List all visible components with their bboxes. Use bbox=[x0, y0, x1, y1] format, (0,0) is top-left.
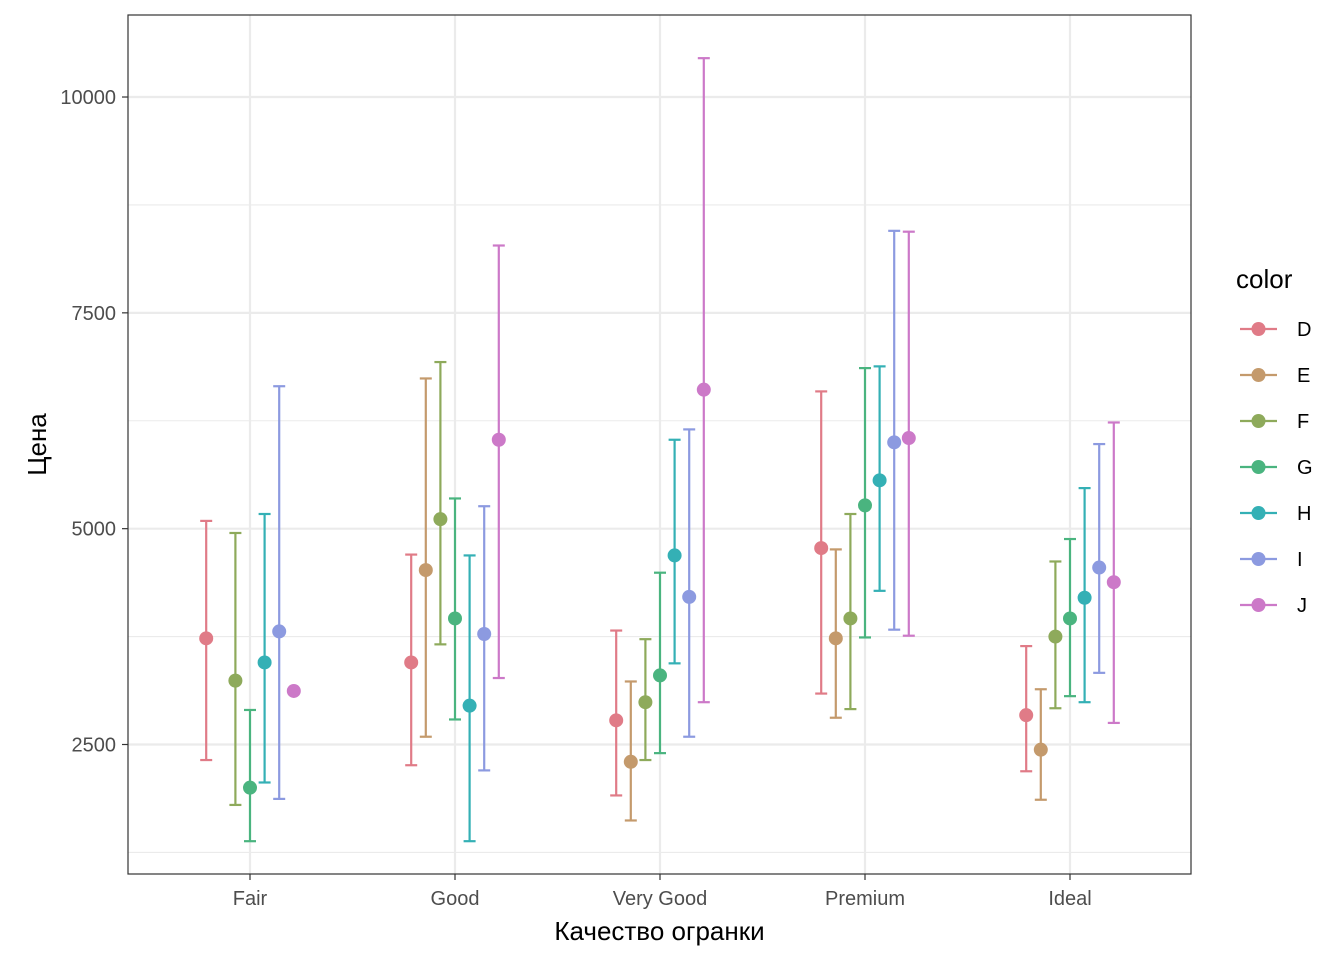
legend-item-G: G bbox=[1240, 457, 1313, 479]
point-D bbox=[199, 631, 214, 646]
legend-item-I: I bbox=[1240, 549, 1303, 571]
point-J bbox=[901, 431, 916, 446]
x-axis-title: Качество огранки bbox=[554, 916, 764, 946]
legend-key-point bbox=[1251, 506, 1266, 520]
point-H bbox=[1077, 590, 1092, 605]
legend-key-point bbox=[1251, 460, 1266, 474]
y-tick-label: 10000 bbox=[60, 87, 116, 109]
point-G bbox=[858, 498, 872, 513]
point-J bbox=[696, 382, 711, 397]
y-tick-label: 5000 bbox=[72, 519, 117, 541]
point-E bbox=[418, 563, 433, 578]
point-E bbox=[828, 631, 843, 646]
point-H bbox=[667, 548, 682, 563]
point-H bbox=[462, 698, 477, 713]
legend-item-J: J bbox=[1240, 595, 1307, 617]
legend-label: J bbox=[1297, 595, 1307, 617]
legend-key-point bbox=[1251, 414, 1266, 428]
legend-key-point bbox=[1251, 598, 1266, 612]
point-D bbox=[1019, 708, 1034, 723]
point-J bbox=[1106, 575, 1121, 590]
point-I bbox=[272, 624, 287, 639]
point-I bbox=[1092, 560, 1107, 575]
point-E bbox=[1033, 742, 1048, 757]
x-tick-label: Ideal bbox=[1048, 888, 1091, 910]
point-E bbox=[623, 754, 638, 769]
series-G bbox=[243, 366, 1077, 843]
point-F bbox=[433, 512, 448, 527]
series-I bbox=[272, 229, 1107, 800]
point-D bbox=[404, 655, 419, 670]
legend-key-point bbox=[1251, 552, 1266, 566]
x-tick-label: Good bbox=[431, 888, 480, 910]
x-tick-label: Fair bbox=[233, 888, 268, 910]
legend-title: color bbox=[1236, 264, 1293, 294]
chart-marks bbox=[199, 57, 1121, 843]
point-F bbox=[228, 673, 243, 688]
point-F bbox=[843, 611, 858, 626]
legend: color D E F G H I J bbox=[1236, 264, 1313, 617]
legend-key-point bbox=[1251, 368, 1266, 382]
point-G bbox=[243, 780, 257, 795]
point-F bbox=[638, 695, 653, 710]
point-J bbox=[491, 432, 506, 447]
legend-label: F bbox=[1297, 411, 1309, 433]
legend-item-D: D bbox=[1240, 319, 1311, 341]
legend-label: G bbox=[1297, 457, 1313, 479]
series-H bbox=[257, 365, 1092, 843]
legend-label: H bbox=[1297, 503, 1311, 525]
x-tick-label: Very Good bbox=[613, 888, 708, 910]
legend-label: E bbox=[1297, 365, 1310, 387]
series-E bbox=[418, 377, 1048, 822]
point-H bbox=[872, 473, 887, 488]
series-F bbox=[228, 360, 1063, 807]
point-F bbox=[1048, 629, 1063, 644]
y-tick-label: 2500 bbox=[72, 735, 117, 757]
point-J bbox=[286, 683, 301, 698]
grid bbox=[128, 15, 1191, 874]
x-tick-label: Premium bbox=[825, 888, 905, 910]
legend-label: I bbox=[1297, 549, 1303, 571]
legend-label: D bbox=[1297, 319, 1311, 341]
legend-item-H: H bbox=[1240, 503, 1311, 525]
axes: 2500 5000 7500 10000 Fair Good Very Good Premiu… bbox=[60, 87, 1091, 910]
legend-item-E: E bbox=[1240, 365, 1310, 387]
point-I bbox=[477, 626, 492, 641]
point-G bbox=[448, 611, 462, 626]
series-J bbox=[286, 57, 1121, 725]
point-H bbox=[257, 655, 272, 670]
point-D bbox=[609, 713, 624, 728]
point-G bbox=[1063, 611, 1077, 626]
point-I bbox=[682, 589, 697, 604]
legend-item-F: F bbox=[1240, 411, 1309, 433]
point-D bbox=[814, 541, 829, 556]
point-G bbox=[653, 668, 667, 683]
y-axis-title: Цена bbox=[22, 413, 52, 476]
series-D bbox=[199, 390, 1034, 797]
legend-key-point bbox=[1251, 322, 1266, 336]
y-tick-label: 7500 bbox=[72, 303, 117, 325]
point-I bbox=[887, 435, 902, 450]
